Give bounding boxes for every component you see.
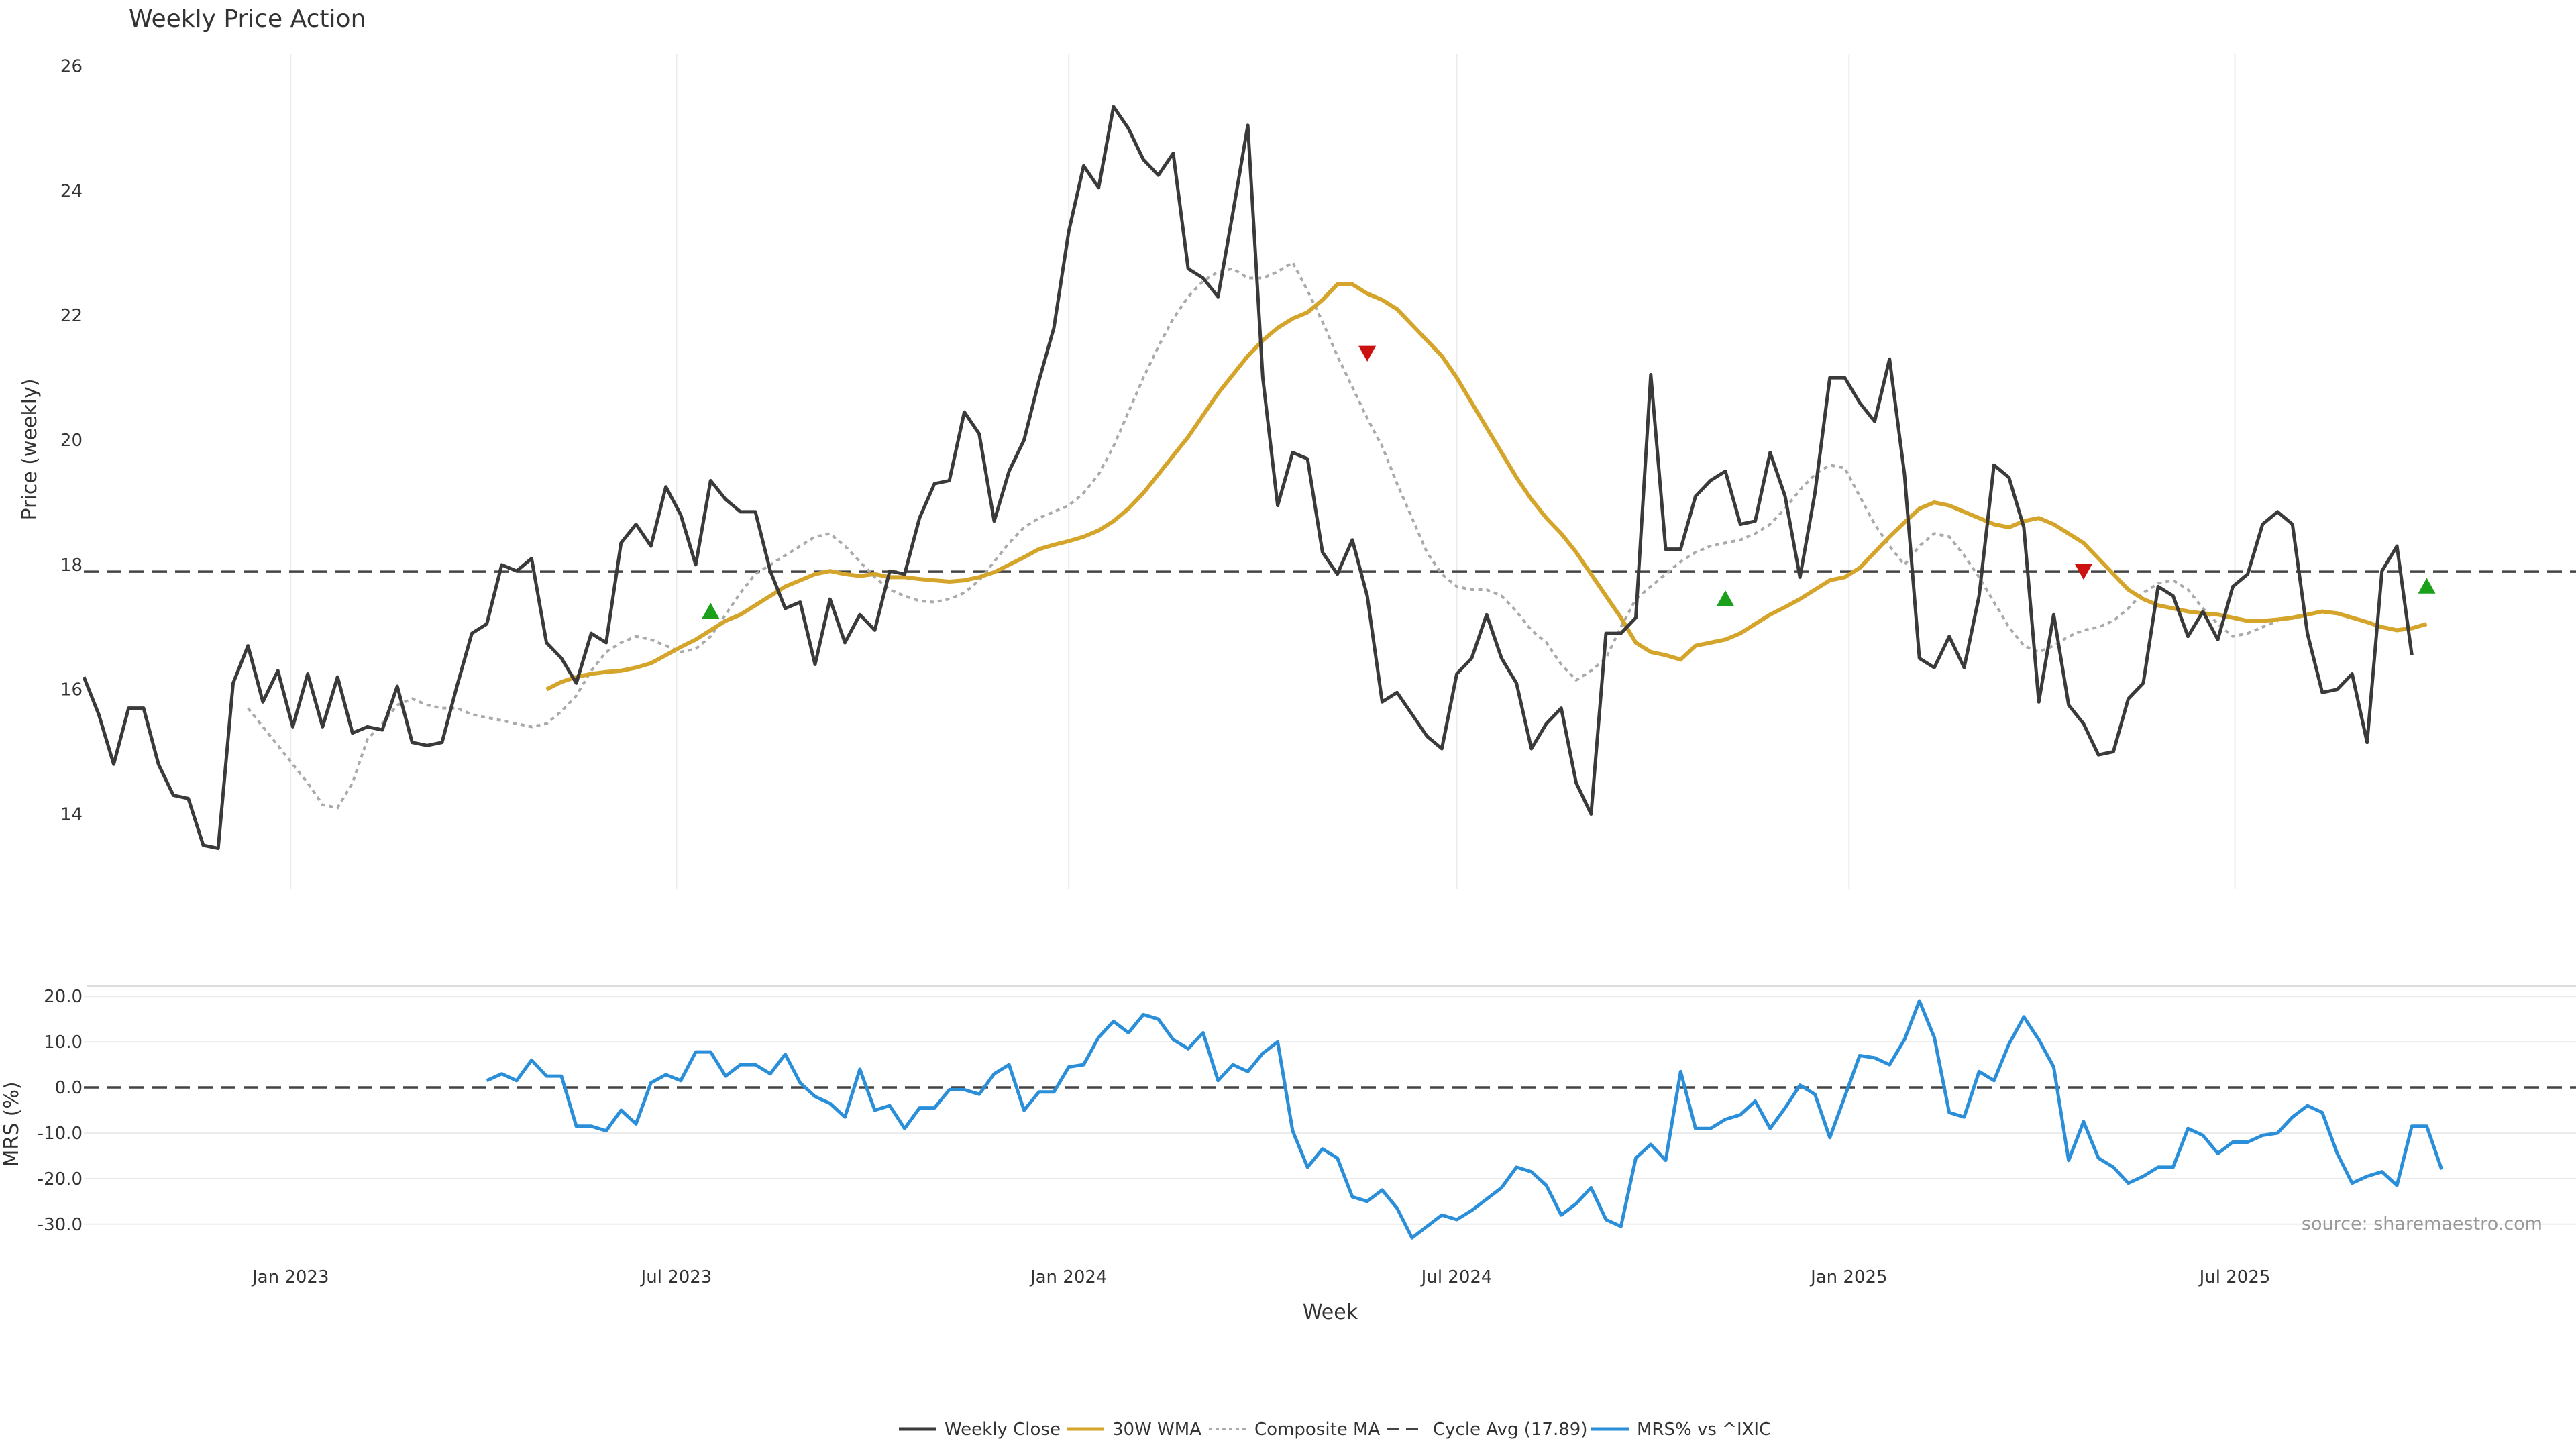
chart-title: Weekly Price Action (129, 5, 366, 33)
price-y-tick-label: 16 (60, 680, 83, 700)
buy-signal-marker (2418, 578, 2436, 594)
price-y-tick-label: 22 (60, 306, 83, 326)
price-y-axis-label: Price (weekly) (18, 378, 42, 520)
mrs-y-ticks: 20.0 10.0 0.0 -10.0 -20.0 -30.0 (38, 987, 83, 1235)
sell-signal-marker (2074, 564, 2092, 580)
price-panel: 14 16 18 20 22 24 26 Price (weekly) (18, 54, 2576, 889)
legend-label: MRS% vs ^IXIC (1637, 1419, 1771, 1440)
price-y-tick-label: 20 (60, 431, 83, 451)
mrs-panel: 20.0 10.0 0.0 -10.0 -20.0 -30.0 MRS (%) sourc… (0, 985, 2576, 1240)
x-tick-label: Jul 2024 (1420, 1267, 1493, 1287)
x-axis-ticks: Jan 2023 Jul 2023 Jan 2024 Jul 2024 Jan 2025… (251, 1267, 2270, 1287)
x-tick-label: Jul 2023 (640, 1267, 712, 1287)
price-y-tick-label: 24 (60, 181, 83, 201)
composite-ma-line (247, 260, 2278, 810)
x-tick-label: Jan 2024 (1029, 1267, 1108, 1287)
mrs-gridlines (84, 996, 2576, 1225)
mrs-y-tick-label: -30.0 (38, 1215, 83, 1235)
mrs-y-tick-label: 10.0 (44, 1032, 83, 1053)
x-tick-label: Jul 2025 (2198, 1267, 2271, 1287)
legend-label: Weekly Close (945, 1419, 1061, 1440)
weekly-close-line (82, 105, 2414, 851)
price-gridlines (290, 54, 2236, 889)
legend: Weekly Close 30W WMA Composite MA Cycle Avg… (899, 1419, 1771, 1440)
buy-signal-marker (1717, 590, 1735, 606)
x-axis-label: Week (1303, 1301, 1358, 1324)
legend-label: 30W WMA (1112, 1419, 1201, 1440)
sell-signal-marker (1358, 345, 1377, 362)
mrs-y-tick-label: -20.0 (38, 1169, 83, 1189)
buy-signal-marker (702, 602, 720, 619)
x-tick-label: Jan 2025 (1809, 1267, 1888, 1287)
price-y-tick-label: 14 (60, 805, 83, 825)
wma-30w-line (545, 282, 2428, 692)
signal-markers (702, 345, 2436, 619)
mrs-y-axis-label: MRS (%) (0, 1081, 23, 1167)
source-annotation: source: sharemaestro.com (2302, 1214, 2542, 1234)
mrs-line (486, 999, 2444, 1240)
price-y-ticks: 14 16 18 20 22 24 26 (60, 57, 83, 825)
price-y-tick-label: 18 (60, 555, 83, 576)
mrs-y-tick-label: 20.0 (44, 987, 83, 1007)
legend-label: Cycle Avg (17.89) (1433, 1419, 1587, 1440)
price-y-tick-label: 26 (60, 57, 83, 77)
x-tick-label: Jan 2023 (251, 1267, 329, 1287)
mrs-y-tick-label: -10.0 (38, 1124, 83, 1144)
mrs-y-tick-label: 0.0 (55, 1078, 83, 1098)
legend-label: Composite MA (1254, 1419, 1380, 1440)
